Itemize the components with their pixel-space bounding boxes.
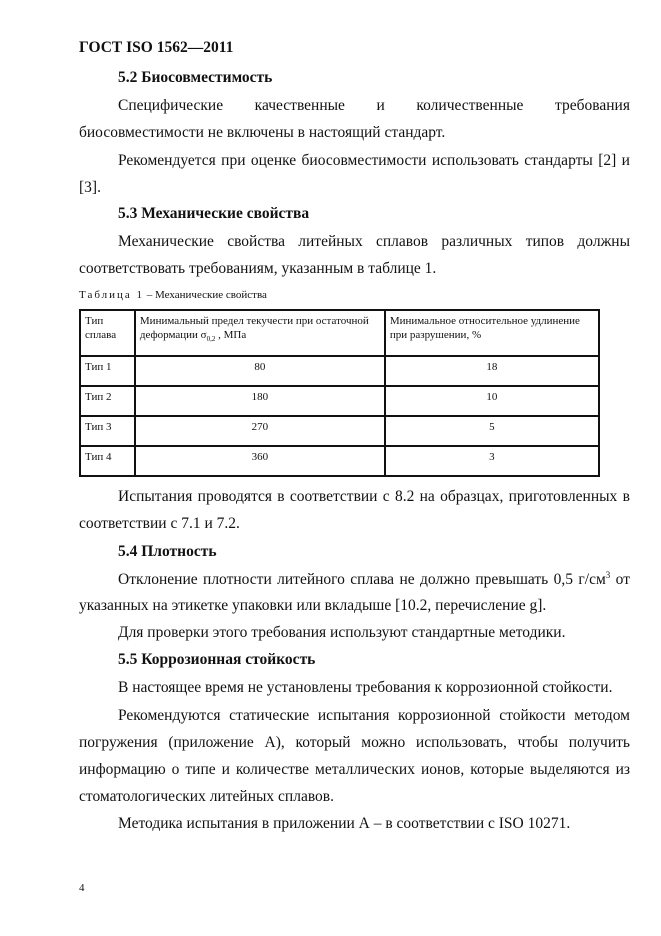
table-row: Тип 3 270 5 (79, 415, 601, 447)
word: чтобы (517, 734, 558, 751)
cell-elongation: 18 (383, 355, 601, 387)
paragraph-line: указанных на этикетке упаковки или вклад… (79, 597, 547, 614)
word: проводятся (197, 488, 272, 505)
word: из (615, 761, 630, 778)
word: типов (525, 233, 565, 250)
cell-elongation: 5 (383, 415, 601, 447)
word: которые (470, 761, 524, 778)
word: образцах, (440, 488, 504, 505)
word: различных (441, 233, 513, 250)
word: 8.2 (394, 488, 415, 505)
word: Рекомендуются (118, 707, 221, 724)
word: сплавов (376, 233, 429, 250)
word: [2] (598, 152, 617, 169)
word: (приложение (168, 734, 254, 751)
paragraph-line: информацию о типе и количестве металлических и… (79, 760, 630, 780)
paragraph-line: Для проверки этого требования используют… (118, 624, 566, 641)
table-row: Тип 2 180 10 (79, 385, 601, 417)
word: использовать, (415, 734, 507, 751)
paragraph-line: В настоящее время не установлены требова… (118, 679, 613, 696)
cell-type: Тип 4 (79, 445, 136, 477)
word: свойства (227, 233, 285, 250)
section-title: 5.2 Биосовместимость (118, 69, 273, 86)
cell-type: Тип 2 (79, 385, 136, 417)
table-row: Тип 4 360 3 (79, 445, 601, 477)
word: методом (574, 707, 630, 724)
section-title: 5.3 Механические свойства (118, 205, 310, 222)
word: получить (568, 734, 630, 751)
word: биосовместимости (301, 152, 427, 169)
section-title: 5.5 Коррозионная стойкость (118, 651, 316, 668)
word: погружения (79, 734, 158, 751)
word: и (221, 761, 230, 778)
page-number: 4 (79, 882, 85, 894)
paragraph-line: соответствовать требованиям, указанным в… (79, 260, 437, 277)
word: на (419, 488, 435, 505)
word: при (221, 152, 246, 169)
word: А), (264, 734, 285, 751)
word: информацию (79, 761, 166, 778)
word: в (277, 488, 285, 505)
word: соответствии (289, 488, 378, 505)
section-title: 5.4 Плотность (118, 543, 217, 560)
word: металлических (315, 761, 415, 778)
word: ионов, (420, 761, 465, 778)
table-row: Тип 1 80 18 (79, 355, 601, 387)
word: который (295, 734, 351, 751)
cell-yield: 270 (133, 415, 386, 447)
cell-elongation: 10 (383, 385, 601, 417)
header-yield-strength: Минимальный предел текучести при остаточ… (133, 309, 386, 357)
mechanical-properties-table: Тип сплава Минимальный предел текучести … (79, 309, 601, 477)
document-header: ГОСТ ISO 1562—2011 (79, 39, 234, 56)
word: приготовленных (508, 488, 618, 505)
word: оценке (250, 152, 297, 169)
word: стойкости (499, 707, 566, 724)
word: выделяются (529, 761, 610, 778)
paragraph-line: Механические свойства литейных сплавов разли… (118, 232, 630, 252)
table-caption: Таблица 1 – Механические свойства (79, 289, 267, 301)
paragraph-line: Специфические качественные и количественные… (118, 97, 630, 114)
cell-elongation: 3 (383, 445, 601, 477)
word: литейных (298, 233, 363, 250)
paragraph-line: Рекомендуется при оценке биосовместимости ис… (118, 151, 630, 171)
paragraph-line: Рекомендуются статические испытания коррози… (118, 706, 630, 726)
word: коррозионной (398, 707, 491, 724)
word: в (622, 488, 630, 505)
cell-type: Тип 1 (79, 355, 136, 387)
word: можно (361, 734, 406, 751)
cell-yield: 180 (133, 385, 386, 417)
paragraph-line: Испытания проводятся в соответствии с 8.2 на об… (118, 487, 630, 507)
paragraph-line: Отклонение плотности литейного сплава не… (118, 569, 630, 588)
cell-type: Тип 3 (79, 415, 136, 447)
cell-yield: 360 (133, 445, 386, 477)
paragraph-line: [3]. (79, 179, 101, 196)
table-header-row: Тип сплава Минимальный предел текучести … (79, 309, 601, 357)
cell-yield: 80 (133, 355, 386, 387)
word: Испытания (118, 488, 193, 505)
word: и (621, 152, 630, 169)
paragraph-line: соответствии с 7.1 и 7.2. (79, 515, 240, 532)
word: с (382, 488, 390, 505)
word: статические (229, 707, 310, 724)
paragraph-line: Методика испытания в приложении А – в со… (118, 815, 571, 832)
word: количестве (235, 761, 310, 778)
word: испытания (317, 707, 390, 724)
paragraph-line: стоматологических литейных сплавов. (79, 788, 334, 805)
word: типе (185, 761, 216, 778)
word: должны (577, 233, 630, 250)
paragraph-line: погружения (приложение А), который можно испо… (79, 733, 630, 753)
header-alloy-type: Тип сплава (79, 309, 136, 357)
word: о (171, 761, 180, 778)
word: Рекомендуется (118, 152, 216, 169)
paragraph-line: биосовместимости не включены в настоящий… (79, 124, 446, 141)
header-elongation: Минимальное относительное удлинение при … (383, 309, 601, 357)
word: стандарты (524, 152, 593, 169)
word: использовать (431, 152, 519, 169)
word: Механические (118, 233, 214, 250)
